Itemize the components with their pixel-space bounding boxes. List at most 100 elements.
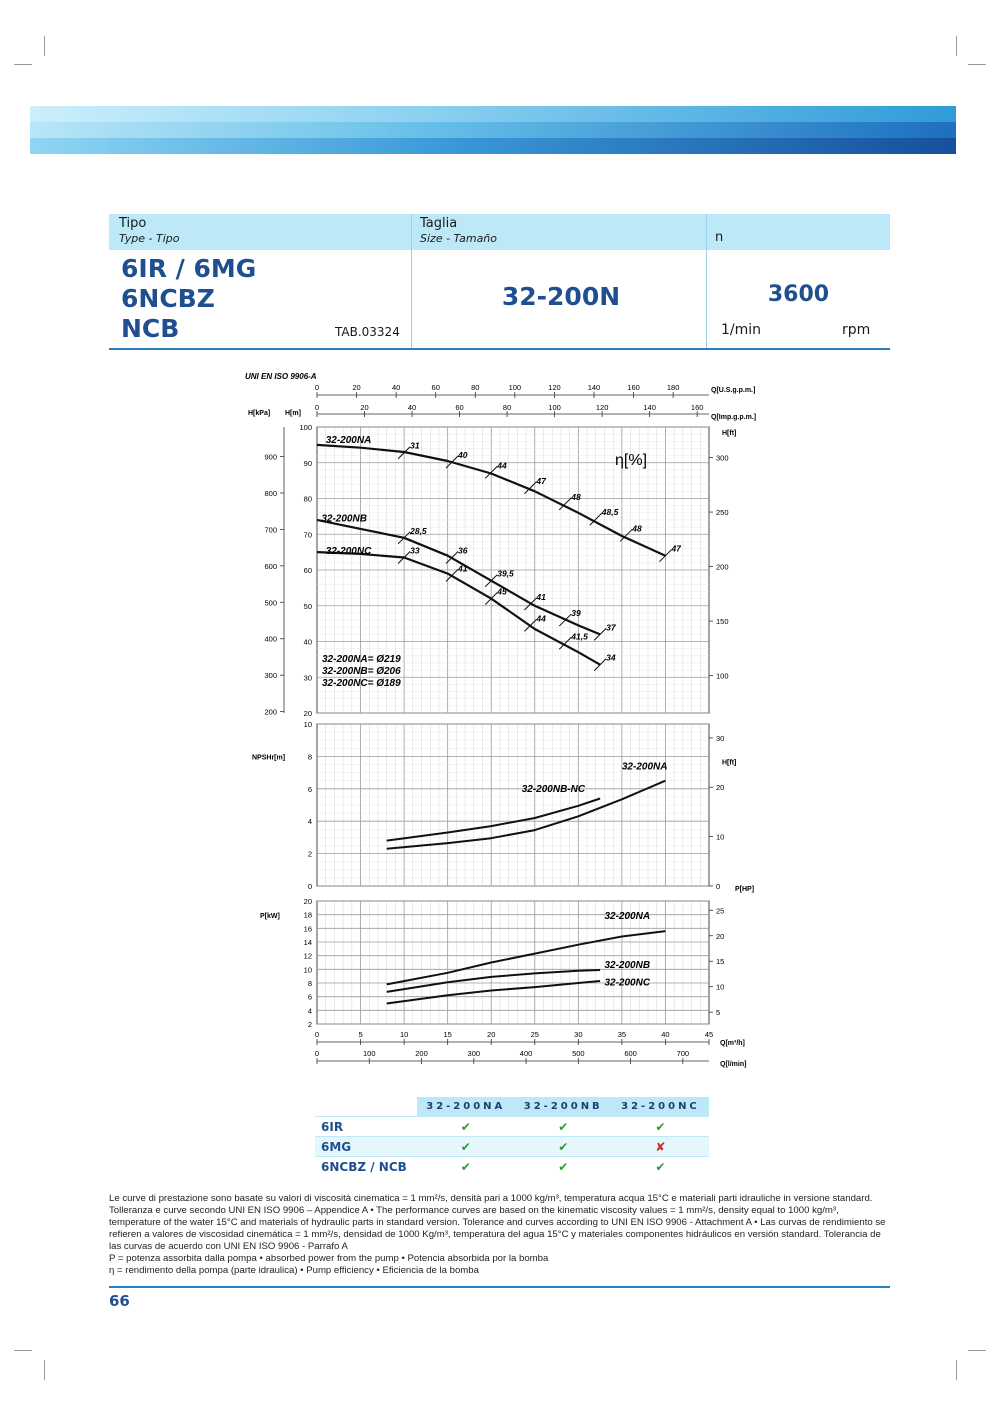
x-tick-label: 80	[503, 403, 511, 412]
axis-title: Q[m³/h]	[720, 1040, 745, 1047]
y-tick-label: 40	[304, 638, 312, 647]
axis-title: Q[Imp.g.p.m.]	[711, 414, 756, 421]
x-tick-label: 100	[548, 403, 561, 412]
efficiency-label: 40	[457, 450, 468, 460]
npsh-curve-32-200na	[386, 779, 666, 850]
crop-mark	[44, 36, 45, 56]
size-value: 32-200N	[501, 282, 621, 311]
model-name: 6MG	[315, 1136, 417, 1157]
y-tick-label: 8	[308, 979, 312, 988]
y-tick-label: 30	[716, 734, 724, 743]
axis-title: Q[U.S.g.p.m.]	[711, 387, 755, 394]
y-tick-label: 10	[304, 720, 312, 729]
y-tick-label: 700	[264, 525, 277, 534]
y-tick-label: 0	[716, 882, 720, 891]
series-label: 32-200NB	[321, 514, 367, 525]
performance-chart: 2030405060708090100200300400500600700800…	[245, 372, 756, 1068]
x-tick-label: 30	[574, 1030, 582, 1039]
y-tick-label: 300	[264, 671, 277, 680]
power-curve-32-200na	[386, 930, 666, 986]
tipo-sublabel: Type - Tipo	[119, 232, 180, 245]
available-check-icon: ✔	[514, 1136, 612, 1157]
series-label: 32-200NC	[604, 978, 650, 989]
notes-paragraph: Le curve di prestazione sono basate su v…	[109, 1193, 886, 1252]
efficiency-tick	[484, 466, 498, 479]
eta-label: η[%]	[615, 452, 647, 469]
y-tick-label: 50	[304, 602, 312, 611]
x-tick-label: 600	[624, 1049, 637, 1058]
series-label: 32-200NA	[326, 435, 372, 446]
efficiency-tick	[589, 512, 603, 526]
taglia-label-cell: Taglia Size - Tamaño	[420, 216, 497, 246]
taglia-sublabel: Size - Tamaño	[420, 232, 498, 245]
efficiency-label: 48	[570, 492, 581, 502]
axis-title: H[m]	[285, 410, 301, 417]
x-tick-label: 140	[643, 403, 656, 412]
x-tick-label: 10	[400, 1030, 408, 1039]
x-tick-label: 0	[315, 403, 319, 412]
efficiency-tick	[484, 592, 498, 605]
efficiency-tick	[558, 497, 572, 511]
tipo-label: Tipo	[119, 216, 147, 231]
pump-type-line: 6IR / 6MG	[121, 254, 257, 283]
axis-title: NPSHr[m]	[252, 755, 285, 762]
x-tick-label: 0	[315, 1030, 319, 1039]
efficiency-tick	[524, 597, 537, 611]
model-name: 6IR	[315, 1116, 417, 1137]
x-tick-label: 140	[588, 383, 601, 392]
x-tick-label: 180	[667, 383, 680, 392]
available-check-icon: ✔	[417, 1116, 515, 1137]
efficiency-tick	[619, 528, 633, 542]
efficiency-tick	[593, 627, 607, 641]
crop-mark	[14, 1350, 32, 1351]
pump-type-line: 6NCBZ	[121, 284, 215, 313]
y-tick-label: 400	[264, 635, 277, 644]
efficiency-label: 39,5	[497, 569, 514, 579]
efficiency-tick	[445, 569, 459, 582]
axis-title: P[kW]	[260, 913, 280, 920]
spec-header-band	[109, 214, 890, 250]
y-tick-label: 16	[304, 924, 312, 933]
available-check-icon: ✔	[417, 1156, 515, 1176]
x-tick-label: 60	[455, 403, 463, 412]
y-tick-label: 14	[304, 938, 312, 947]
notes: Le curve di prestazione sono basate su v…	[109, 1193, 891, 1277]
axis-title: H[ft]	[722, 760, 736, 767]
crop-mark	[44, 1360, 45, 1380]
unavailable-cross-icon: ✘	[611, 1136, 709, 1157]
efficiency-label: 33	[410, 545, 420, 555]
efficiency-label: 47	[670, 544, 682, 554]
x-tick-label: 100	[509, 383, 522, 392]
column-divider	[411, 214, 412, 348]
pump-types: 6IR / 6MG 6NCBZ NCB	[121, 254, 256, 344]
y-tick-label: 20	[716, 932, 724, 941]
y-tick-label: 4	[308, 1006, 312, 1015]
notes-power: P = potenza assorbita dalla pompa • abso…	[109, 1253, 549, 1264]
taglia-label: Taglia	[420, 216, 458, 231]
x-tick-label: 100	[363, 1049, 376, 1058]
y-tick-label: 150	[716, 617, 729, 626]
x-tick-label: 700	[677, 1049, 690, 1058]
efficiency-label: 41	[457, 563, 468, 573]
y-tick-label: 200	[264, 708, 277, 717]
efficiency-tick	[484, 574, 498, 588]
footer-line	[109, 1286, 890, 1288]
efficiency-tick	[558, 636, 572, 650]
y-tick-label: 0	[308, 882, 312, 891]
y-tick-label: 10	[304, 965, 312, 974]
x-tick-label: 0	[315, 383, 319, 392]
y-tick-label: 600	[264, 562, 277, 571]
available-check-icon: ✔	[514, 1156, 612, 1176]
power-curve-32-200nb	[386, 969, 601, 993]
x-tick-label: 500	[572, 1049, 585, 1058]
x-tick-label: 20	[352, 383, 360, 392]
impeller-diameter-label: 32-200NB= Ø206	[322, 666, 401, 677]
y-tick-label: 10	[716, 833, 724, 842]
x-tick-label: 120	[548, 383, 561, 392]
decorative-header-bars	[30, 106, 956, 154]
efficiency-label: 48	[631, 523, 642, 533]
y-tick-label: 80	[304, 495, 312, 504]
series-label: 32-200NB	[604, 960, 650, 971]
impeller-diameter-label: 32-200NC= Ø189	[322, 678, 401, 689]
efficiency-label: 39	[571, 608, 581, 618]
